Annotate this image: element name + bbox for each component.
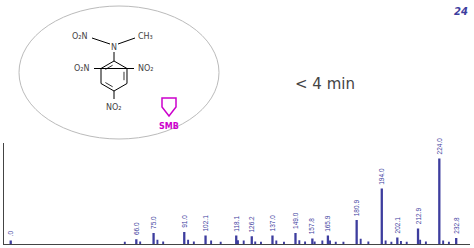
svg-text:165.9: 165.9 <box>324 215 331 232</box>
svg-text:126.2: 126.2 <box>248 216 255 233</box>
svg-text:118.1: 118.1 <box>233 216 240 232</box>
svg-text:91.0: 91.0 <box>181 215 188 228</box>
svg-text:O₂N: O₂N <box>72 32 88 41</box>
svg-text:137.0: 137.0 <box>269 215 276 232</box>
svg-text:180.9: 180.9 <box>353 200 360 217</box>
svg-text:24: 24 <box>454 6 468 17</box>
svg-text:232.8: 232.8 <box>453 217 460 234</box>
svg-text:.0: .0 <box>7 230 14 236</box>
svg-text:SMB: SMB <box>159 122 179 131</box>
svg-text:224.0: 224.0 <box>436 138 443 155</box>
svg-text:157.8: 157.8 <box>308 218 315 235</box>
svg-text:212.9: 212.9 <box>415 207 422 224</box>
svg-text:NO₂: NO₂ <box>138 64 154 73</box>
svg-text:66.0: 66.0 <box>133 222 140 235</box>
svg-text:102.1: 102.1 <box>202 215 209 232</box>
svg-text:149.0: 149.0 <box>292 212 299 229</box>
svg-text:NO₂: NO₂ <box>106 103 122 112</box>
svg-text:202.1: 202.1 <box>394 217 401 234</box>
svg-text:75.0: 75.0 <box>150 216 157 229</box>
svg-text:N: N <box>111 43 117 52</box>
svg-text:194.0: 194.0 <box>378 168 385 185</box>
svg-text:O₂N: O₂N <box>74 64 90 73</box>
svg-text:CH₃: CH₃ <box>138 32 153 41</box>
svg-text:< 4 min: < 4 min <box>295 75 355 93</box>
